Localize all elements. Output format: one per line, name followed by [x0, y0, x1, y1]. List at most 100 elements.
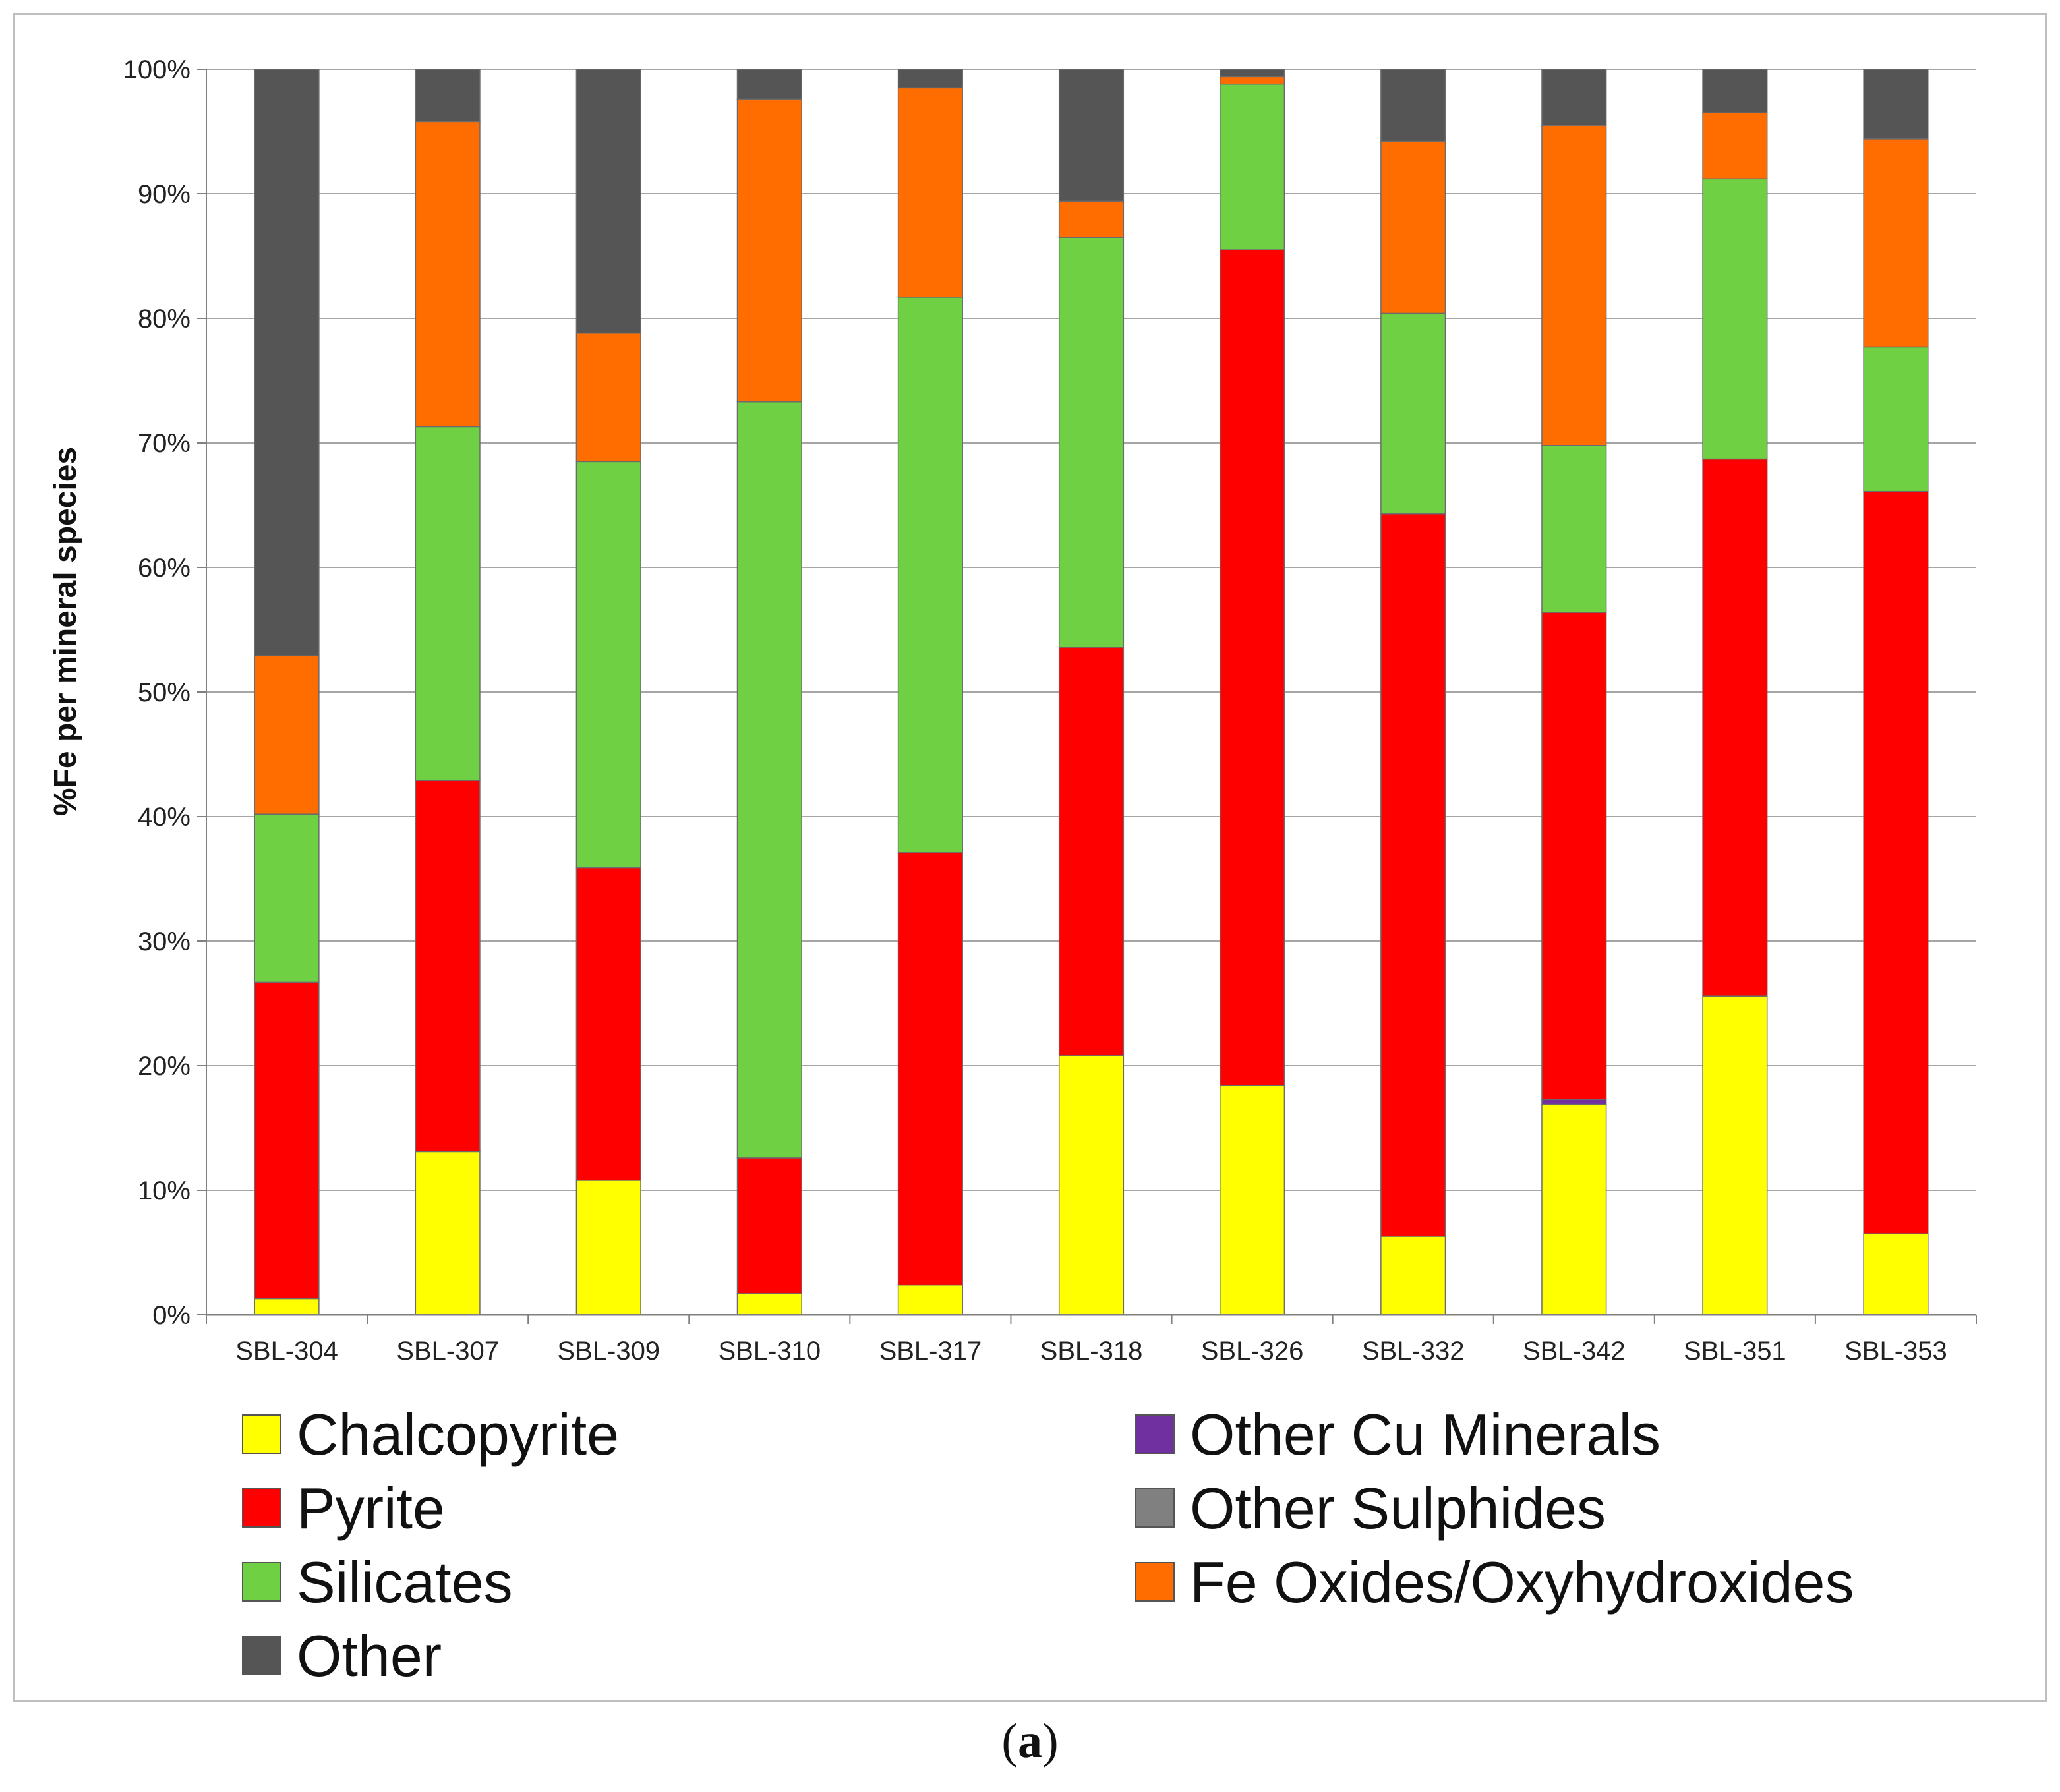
legend: Chalcopyrite Pyrite Silicates Other Other Cu… [242, 1402, 1854, 1689]
x-tick-label: SBL-351 [1684, 1337, 1786, 1366]
x-tick-label: SBL-304 [235, 1337, 338, 1366]
bar-segment-SBL-307-pyrite [415, 780, 481, 1153]
caption-open-paren: ( [1001, 1714, 1018, 1768]
bar-segment-SBL-353-chalcopyrite [1863, 1233, 1929, 1315]
legend-swatch-other-sulphides [1135, 1488, 1175, 1528]
legend-label-other: Other [297, 1623, 442, 1689]
bar-segment-SBL-307-fe-oxides-oxyhydroxides [415, 121, 481, 428]
bar-segment-SBL-342-silicates [1541, 445, 1607, 613]
legend-label-pyrite: Pyrite [297, 1476, 445, 1541]
y-tick-label: 50% [138, 678, 191, 707]
bar-segment-SBL-309-other [575, 69, 641, 334]
bar-segment-SBL-309-fe-oxides-oxyhydroxides [575, 332, 641, 463]
legend-label-chalcopyrite: Chalcopyrite [297, 1402, 619, 1467]
bar-segment-SBL-307-silicates [415, 426, 481, 781]
x-tick-label: SBL-317 [879, 1337, 982, 1366]
legend-swatch-pyrite [242, 1488, 281, 1528]
y-tick-label: 80% [138, 304, 191, 333]
bar-segment-SBL-351-pyrite [1702, 458, 1768, 997]
bar-segment-SBL-309-pyrite [575, 867, 641, 1181]
bar-segment-SBL-318-fe-oxides-oxyhydroxides [1058, 200, 1125, 238]
x-tick-label: SBL-342 [1523, 1337, 1626, 1366]
bar-segment-SBL-332-chalcopyrite [1380, 1236, 1446, 1315]
bar-segment-SBL-310-pyrite [736, 1157, 802, 1294]
bar-segment-SBL-317-pyrite [897, 852, 963, 1286]
y-tick-label: 20% [138, 1052, 191, 1081]
caption-close-paren: ) [1042, 1714, 1059, 1768]
bar-segment-SBL-307-chalcopyrite [415, 1151, 481, 1315]
bar-segment-SBL-318-silicates [1058, 237, 1125, 648]
x-tick-label: SBL-309 [557, 1337, 660, 1366]
legend-swatch-fe-oxides-oxyhydroxides [1135, 1562, 1175, 1602]
bar-segment-SBL-304-chalcopyrite [254, 1298, 320, 1315]
legend-swatch-other [242, 1636, 281, 1675]
bar-segment-SBL-353-fe-oxides-oxyhydroxides [1863, 138, 1929, 348]
legend-swatch-silicates [242, 1562, 281, 1602]
y-tick-label: 0% [152, 1301, 191, 1330]
bar-segment-SBL-326-other [1220, 69, 1285, 78]
bar-segment-SBL-318-pyrite [1058, 647, 1125, 1056]
bar-segment-SBL-353-pyrite [1863, 490, 1929, 1234]
legend-swatch-chalcopyrite [242, 1414, 281, 1454]
bar-segment-SBL-342-pyrite [1541, 612, 1607, 1100]
stacked-bar-chart: 0% 10% 20% 30% 40% 50% 60% 70% 80% 90% 100% SBL-304… [48, 55, 1977, 1689]
bar-segment-SBL-317-chalcopyrite [897, 1284, 963, 1315]
bar-segment-SBL-309-silicates [575, 461, 641, 869]
bar-segment-SBL-318-chalcopyrite [1058, 1055, 1125, 1315]
x-tick-label: SBL-310 [718, 1337, 821, 1366]
y-tick-label: 100% [123, 55, 191, 84]
legend-label-fe-oxides-oxyhydroxides: Fe Oxides/Oxyhydroxides [1190, 1549, 1854, 1615]
bar-segment-SBL-310-chalcopyrite [736, 1293, 802, 1315]
y-tick-label: 40% [138, 803, 191, 832]
bar-segment-SBL-351-chalcopyrite [1702, 995, 1768, 1315]
bar-stacks [254, 69, 1929, 1315]
bar-segment-SBL-317-other [897, 69, 963, 89]
legend-swatch-other-cu-minerals [1135, 1414, 1175, 1454]
bar-segment-SBL-353-other [1863, 69, 1929, 140]
bar-segment-SBL-304-pyrite [254, 981, 320, 1300]
bar-segment-SBL-332-fe-oxides-oxyhydroxides [1380, 140, 1446, 314]
bar-segment-SBL-342-fe-oxides-oxyhydroxides [1541, 125, 1607, 446]
figure-caption: (a) [0, 1714, 2060, 1773]
bar-segment-SBL-351-other [1702, 69, 1768, 113]
bar-segment-SBL-304-fe-oxides-oxyhydroxides [254, 655, 320, 815]
bar-segment-SBL-307-other [415, 69, 481, 123]
bar-segment-SBL-326-silicates [1220, 83, 1285, 250]
y-tick-label: 90% [138, 180, 191, 209]
bar-segment-SBL-318-other [1058, 69, 1125, 202]
bar-segment-SBL-304-other [254, 69, 320, 656]
y-tick-label: 30% [138, 927, 191, 956]
bar-segment-SBL-332-pyrite [1380, 513, 1446, 1237]
legend-label-other-sulphides: Other Sulphides [1190, 1476, 1606, 1541]
x-tick-label: SBL-326 [1201, 1337, 1304, 1366]
legend-label-silicates: Silicates [297, 1549, 513, 1615]
bar-segment-SBL-309-chalcopyrite [575, 1180, 641, 1315]
bar-segment-SBL-351-silicates [1702, 178, 1768, 460]
x-tick-label: SBL-353 [1844, 1337, 1947, 1366]
y-axis-title: %Fe per mineral species [48, 447, 83, 816]
y-tick-label: 10% [138, 1176, 191, 1205]
bar-segment-SBL-342-other-cu-minerals [1541, 1099, 1607, 1105]
bar-segment-SBL-332-other [1380, 69, 1446, 142]
legend-label-other-cu-minerals: Other Cu Minerals [1190, 1402, 1661, 1467]
bar-segment-SBL-326-chalcopyrite [1220, 1085, 1285, 1315]
caption-letter: a [1018, 1714, 1042, 1768]
bar-segment-SBL-310-silicates [736, 401, 802, 1159]
bar-segment-SBL-310-other [736, 69, 802, 100]
y-tick-label: 70% [138, 429, 191, 458]
bar-segment-SBL-351-fe-oxides-oxyhydroxides [1702, 112, 1768, 180]
x-tick-label: SBL-307 [396, 1337, 499, 1366]
bar-segment-SBL-304-silicates [254, 813, 320, 983]
chart-frame: 0% 10% 20% 30% 40% 50% 60% 70% 80% 90% 100% SBL-304… [13, 13, 2047, 1702]
bar-segment-SBL-332-silicates [1380, 312, 1446, 515]
bar-segment-SBL-317-silicates [897, 297, 963, 853]
bar-segment-SBL-342-other [1541, 69, 1607, 126]
x-tick-label: SBL-332 [1362, 1337, 1465, 1366]
bar-segment-SBL-317-fe-oxides-oxyhydroxides [897, 87, 963, 298]
x-tick-label: SBL-318 [1040, 1337, 1143, 1366]
y-tick-label: 60% [138, 554, 191, 583]
bar-segment-SBL-342-chalcopyrite [1541, 1103, 1607, 1315]
bar-segment-SBL-326-fe-oxides-oxyhydroxides [1220, 76, 1285, 85]
bar-segment-SBL-353-silicates [1863, 346, 1929, 492]
bar-segment-SBL-326-pyrite [1220, 249, 1285, 1086]
